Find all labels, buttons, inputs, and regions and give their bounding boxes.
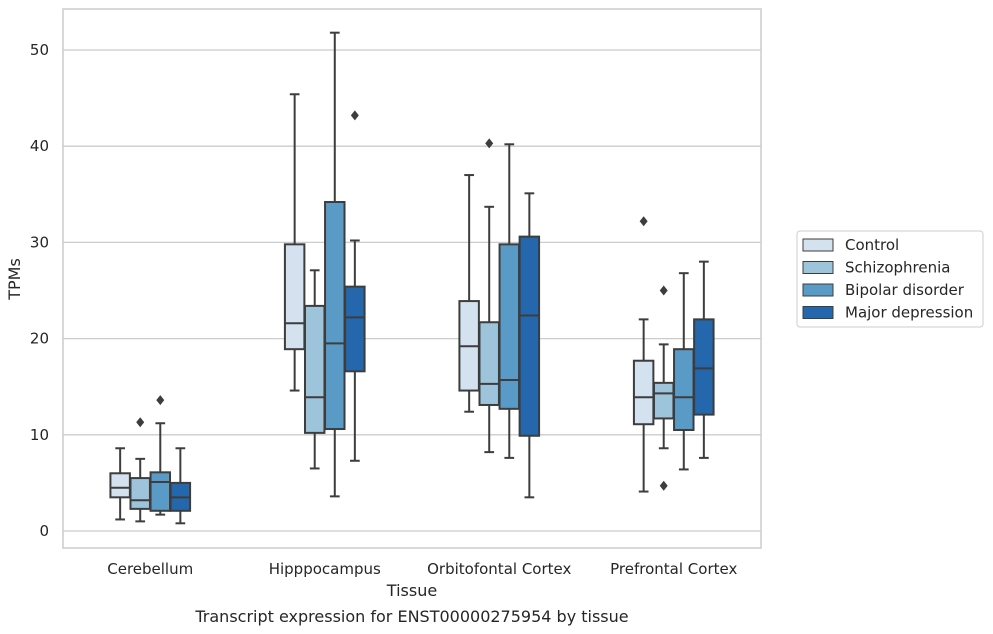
y-tick-labels: 0 10 20 30 40 50 xyxy=(30,41,49,540)
y-tick-label: 10 xyxy=(30,426,49,444)
x-tick-label: Prefrontal Cortex xyxy=(610,560,737,578)
outlier-point xyxy=(156,395,165,406)
box-plot xyxy=(303,269,326,470)
iqr-box xyxy=(324,200,346,431)
iqr-box xyxy=(518,235,541,437)
plot-frame xyxy=(62,8,762,549)
box-plot xyxy=(324,31,346,498)
legend-label: Bipolar disorder xyxy=(845,281,965,299)
outlier-point xyxy=(639,216,648,227)
legend-items: Control Schizophrenia Bipolar disorder Majo… xyxy=(802,236,973,322)
outlier-point xyxy=(485,138,494,149)
outlier-point xyxy=(659,480,668,491)
y-tick-label: 40 xyxy=(30,137,49,155)
box-plot xyxy=(478,138,500,454)
iqr-box xyxy=(478,321,500,406)
x-tick-label: Hipppocampus xyxy=(269,560,381,578)
y-tick-label: 20 xyxy=(30,330,49,348)
box-plot xyxy=(632,216,655,493)
legend: Control Schizophrenia Bipolar disorder Majo… xyxy=(796,230,984,328)
iqr-box xyxy=(632,359,655,426)
y-tick-label: 50 xyxy=(30,41,49,59)
box-plot xyxy=(169,447,192,525)
y-axis-label: TPMs xyxy=(5,258,24,301)
iqr-box xyxy=(149,471,172,512)
legend-frame xyxy=(796,230,984,328)
box-plot xyxy=(518,192,541,499)
box-plot xyxy=(693,260,715,459)
iqr-box xyxy=(673,348,695,431)
iqr-box xyxy=(129,477,151,510)
x-axis-label: Tissue xyxy=(386,581,437,600)
y-tick-label: 30 xyxy=(30,233,49,251)
iqr-box xyxy=(344,285,366,373)
legend-swatch xyxy=(802,261,834,274)
box-plot xyxy=(652,285,675,491)
x-tick-label: Orbitofontal Cortex xyxy=(427,560,571,578)
outlier-point xyxy=(350,110,359,121)
x-tick-label: Cerebellum xyxy=(107,560,193,578)
y-tick-label: 0 xyxy=(39,522,49,540)
legend-swatch xyxy=(802,283,834,297)
legend-swatch xyxy=(802,306,834,319)
box-plot xyxy=(498,143,521,459)
legend-swatch xyxy=(802,238,834,252)
legend-label: Major depression xyxy=(845,304,973,322)
iqr-box xyxy=(693,318,715,416)
x-tick-labels: Cerebellum Hipppocampus Orbitofontal Corte… xyxy=(107,560,737,578)
box-groups xyxy=(109,31,715,525)
outlier-point xyxy=(136,417,145,428)
box-plot xyxy=(109,447,131,521)
box-plot xyxy=(149,395,172,516)
iqr-box xyxy=(109,472,131,499)
chart-caption: Transcript expression for ENST0000027595… xyxy=(194,607,628,626)
iqr-box xyxy=(498,243,521,410)
box-plot xyxy=(458,174,480,413)
legend-label: Control xyxy=(845,236,899,254)
box-plot xyxy=(129,417,151,523)
iqr-box xyxy=(283,243,306,351)
grid-lines xyxy=(63,49,761,532)
outlier-point xyxy=(659,285,668,296)
box-plot xyxy=(283,93,306,392)
iqr-box xyxy=(652,381,675,420)
legend-label: Schizophrenia xyxy=(845,259,950,277)
iqr-box xyxy=(303,304,326,434)
box-plot xyxy=(673,272,695,471)
box-plot xyxy=(344,110,366,462)
